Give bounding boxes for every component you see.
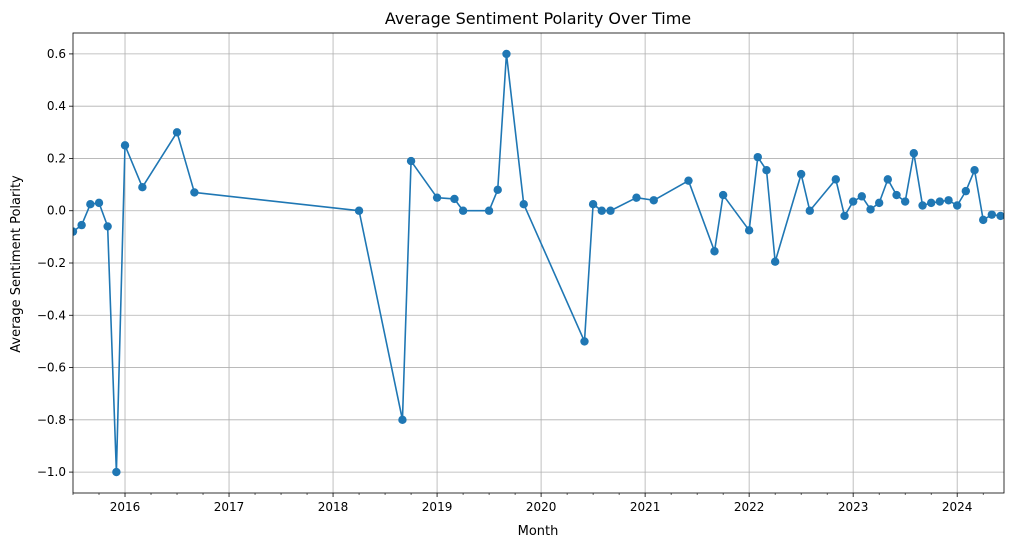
- data-point: [996, 211, 1004, 221]
- data-point: [632, 193, 641, 202]
- data-point: [649, 196, 658, 205]
- data-point: [892, 190, 901, 200]
- data-point: [606, 206, 615, 215]
- data-point: [805, 206, 814, 215]
- y-tick-label: −0.2: [37, 256, 66, 270]
- x-tick-label: 2020: [526, 500, 557, 514]
- data-point: [796, 169, 806, 179]
- x-tick-label: 2022: [734, 500, 765, 514]
- data-point: [952, 201, 962, 210]
- data-point: [900, 197, 910, 206]
- data-point: [848, 197, 858, 206]
- x-tick-label: 2019: [422, 500, 453, 514]
- x-axis-label: Month: [518, 524, 559, 539]
- data-point: [112, 467, 121, 477]
- data-point: [103, 222, 112, 231]
- y-tick-label: 0.2: [47, 151, 66, 165]
- data-point: [450, 194, 459, 204]
- y-tick-label: −0.6: [37, 361, 66, 375]
- x-tick-label: 2018: [318, 500, 349, 514]
- series-group: [73, 49, 1004, 477]
- chart-title: Average Sentiment Polarity Over Time: [385, 9, 691, 28]
- data-point: [597, 206, 606, 215]
- data-point: [138, 183, 147, 192]
- data-point: [406, 156, 416, 166]
- data-point: [970, 166, 979, 175]
- data-point: [710, 247, 719, 256]
- series-layer: [73, 49, 1004, 477]
- y-axis-ticks: 0.6 0.4 0.2 0.0 −0.2 −0.4 −0.6 −0.8 −1.0: [37, 47, 73, 479]
- data-point: [519, 199, 528, 209]
- data-point: [840, 211, 849, 221]
- x-tick-label: 2021: [630, 500, 661, 514]
- grid-lines: [73, 33, 1004, 493]
- data-point: [866, 205, 875, 214]
- x-tick-label: 2016: [110, 500, 141, 514]
- y-tick-label: 0.6: [47, 47, 66, 61]
- data-point: [172, 128, 182, 137]
- data-point: [978, 215, 988, 225]
- data-point: [762, 166, 771, 175]
- data-point: [770, 257, 780, 266]
- y-tick-label: 0.4: [47, 99, 66, 113]
- data-point: [580, 337, 589, 346]
- data-point: [493, 185, 502, 195]
- data-point: [120, 141, 130, 150]
- data-point: [926, 198, 936, 208]
- data-point: [909, 149, 919, 158]
- data-point: [874, 198, 884, 208]
- data-point: [935, 197, 945, 206]
- y-tick-label: −1.0: [37, 465, 66, 479]
- data-point: [77, 220, 86, 230]
- data-point: [458, 206, 468, 215]
- data-point: [502, 49, 511, 59]
- y-tick-label: 0.0: [47, 204, 66, 218]
- x-tick-label: 2017: [214, 500, 245, 514]
- data-point: [831, 175, 840, 184]
- data-point: [73, 227, 78, 236]
- data-point: [94, 198, 104, 208]
- y-axis-label: Average Sentiment Polarity: [9, 175, 24, 353]
- data-point: [753, 152, 762, 162]
- data-point: [684, 176, 693, 185]
- y-tick-label: −0.4: [37, 308, 66, 322]
- data-point: [398, 415, 407, 425]
- data-point: [987, 210, 997, 219]
- data-point: [354, 206, 364, 215]
- data-point: [961, 186, 971, 196]
- x-axis-ticks: 2016 2017 2018 2019 2020 2021 2022 2023 2024: [72, 493, 984, 514]
- x-tick-label: 2023: [838, 500, 869, 514]
- data-point: [883, 175, 893, 184]
- data-point: [718, 190, 728, 200]
- plot-frame: [72, 32, 1005, 494]
- data-point: [86, 199, 95, 209]
- data-point: [190, 188, 199, 197]
- x-tick-label: 2024: [942, 500, 973, 514]
- data-point: [588, 199, 598, 209]
- data-point: [944, 196, 953, 205]
- data-point: [484, 206, 494, 215]
- data-point: [744, 226, 754, 235]
- data-point: [432, 193, 442, 202]
- data-point: [918, 201, 927, 210]
- data-point: [857, 192, 867, 201]
- y-tick-label: −0.8: [37, 413, 66, 427]
